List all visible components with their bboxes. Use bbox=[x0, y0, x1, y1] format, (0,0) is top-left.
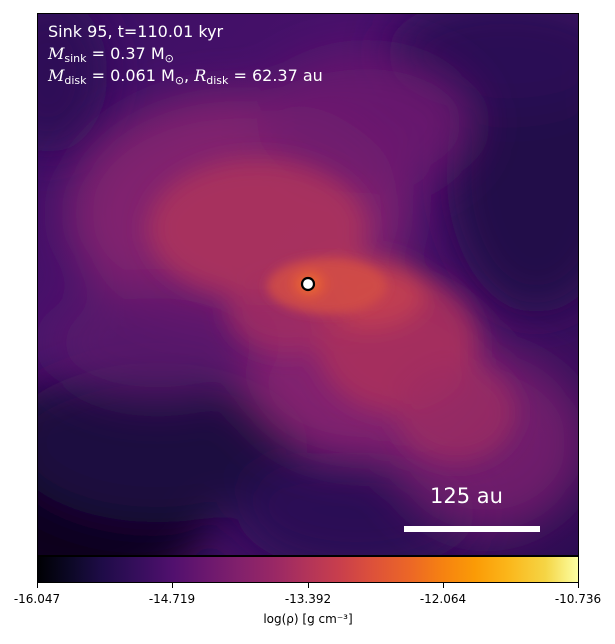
scale-bar-label: 125 au bbox=[430, 484, 503, 508]
mdisk-subscript: disk bbox=[64, 74, 87, 87]
msink-subscript: sink bbox=[64, 52, 87, 65]
density-map: Sink 95, t=110.01 kyr Msink = 0.37 M⊙ Md… bbox=[37, 13, 579, 556]
rdisk-value: = 62.37 au bbox=[228, 66, 323, 85]
colorbar bbox=[37, 556, 579, 583]
solar-symbol: ⊙ bbox=[174, 74, 185, 87]
colorbar-tick-label: -14.719 bbox=[148, 592, 196, 606]
sink-mass-line: Msink = 0.37 M⊙ bbox=[48, 43, 174, 69]
msink-value: = 0.37 M bbox=[86, 44, 165, 63]
colorbar-tick-label: -12.064 bbox=[419, 592, 467, 606]
msink-symbol: M bbox=[48, 44, 65, 63]
colorbar-tick-label: -10.736 bbox=[554, 592, 602, 606]
colorbar-tick bbox=[37, 583, 38, 588]
colorbar-tick bbox=[443, 583, 444, 588]
colorbar-tick-label: -16.047 bbox=[13, 592, 61, 606]
scale-bar bbox=[404, 526, 540, 532]
rdisk-symbol: R bbox=[194, 66, 207, 85]
separator: , bbox=[184, 66, 195, 85]
solar-symbol: ⊙ bbox=[164, 52, 174, 65]
sink-info-line: Sink 95, t=110.01 kyr bbox=[48, 22, 224, 41]
disk-info-line: Mdisk = 0.061 M⊙, Rdisk = 62.37 au bbox=[48, 65, 323, 91]
colorbar-tick bbox=[308, 583, 309, 588]
mdisk-value: = 0.061 M bbox=[86, 66, 175, 85]
colorbar-label: log(ρ) [g cm⁻³] bbox=[263, 612, 353, 626]
colorbar-tick bbox=[578, 583, 579, 588]
rdisk-subscript: disk bbox=[206, 74, 229, 87]
density-field-image bbox=[38, 14, 578, 555]
colorbar-tick-label: -13.392 bbox=[284, 592, 332, 606]
colorbar-tick bbox=[172, 583, 173, 588]
sink-particle-icon bbox=[300, 276, 316, 292]
mdisk-symbol: M bbox=[48, 66, 65, 85]
